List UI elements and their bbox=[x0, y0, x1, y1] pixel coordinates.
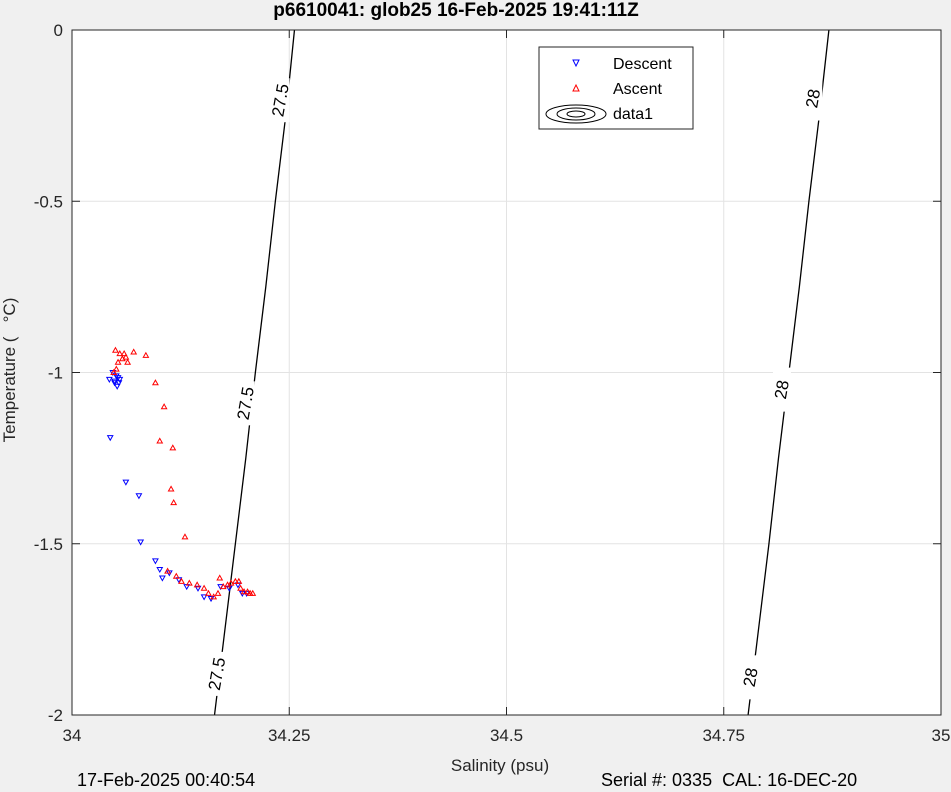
descent-point bbox=[111, 378, 119, 385]
ascent-point bbox=[204, 589, 212, 596]
ascent-point bbox=[181, 533, 189, 540]
legend-descent-label: Descent bbox=[613, 56, 672, 73]
ascent-point bbox=[193, 581, 201, 588]
descent-point bbox=[122, 479, 130, 486]
contour-label: 28 bbox=[802, 88, 824, 110]
contour-label: 28 bbox=[740, 666, 762, 688]
ascent-point bbox=[124, 358, 132, 365]
contour-label-bg bbox=[208, 651, 227, 696]
ascent-point bbox=[216, 574, 224, 581]
ascent-point bbox=[111, 346, 119, 353]
x-tick-label: 34 bbox=[63, 726, 82, 745]
ascent-point bbox=[114, 358, 122, 365]
contour-legend-icon bbox=[545, 104, 607, 124]
contour-label-bg bbox=[772, 367, 791, 412]
descent-point bbox=[151, 558, 159, 565]
y-tick-label: -1.5 bbox=[34, 535, 63, 554]
legend-data1-label: data1 bbox=[613, 106, 653, 123]
footer-timestamp: 17-Feb-2025 00:40:54 bbox=[77, 770, 256, 790]
y-axis-label: Temperature ( °C) bbox=[0, 298, 19, 443]
axis-ticks: 34 34.25 34.5 34.75 35 0 -0.5 -1 -1.5 -2 bbox=[34, 21, 951, 745]
descent-point bbox=[106, 435, 114, 442]
x-axis-label: Salinity (psu) bbox=[451, 756, 549, 775]
y-tick-label: -1 bbox=[48, 364, 63, 383]
descent-point bbox=[194, 585, 202, 592]
legend-ascent-label: Ascent bbox=[613, 81, 662, 98]
descent-point bbox=[111, 380, 119, 387]
ascent-point bbox=[156, 437, 164, 444]
ascent-point bbox=[116, 350, 124, 357]
ascent-point bbox=[227, 579, 235, 586]
ascent-point bbox=[169, 444, 177, 451]
grid bbox=[72, 30, 941, 715]
ascent-point bbox=[219, 582, 227, 590]
ascent-point bbox=[231, 577, 239, 584]
contour-label-bg bbox=[236, 381, 255, 426]
descent-point bbox=[200, 594, 208, 601]
ascent-point bbox=[240, 588, 248, 595]
ascent-legend-marker bbox=[572, 83, 580, 92]
x-tick-label: 34.75 bbox=[702, 726, 745, 745]
ascent-point bbox=[151, 379, 159, 386]
legend: Descent Ascent data1 bbox=[538, 46, 694, 130]
ascent-point bbox=[185, 579, 193, 586]
ascent-point bbox=[160, 403, 168, 410]
ascent-point bbox=[122, 353, 130, 360]
ascent-point bbox=[130, 348, 138, 355]
contour-label-bg bbox=[271, 78, 290, 123]
legend-box bbox=[538, 46, 694, 130]
contour-label: 28 bbox=[771, 379, 793, 401]
ascent-point bbox=[167, 485, 175, 492]
contour-label-bg bbox=[804, 76, 823, 121]
chart-title: p6610041: glob25 16-Feb-2025 19:41:11Z bbox=[273, 0, 639, 21]
descent-point bbox=[113, 383, 121, 390]
contour-label-bg bbox=[741, 655, 760, 700]
x-tick-label: 34.25 bbox=[268, 726, 311, 745]
ascent-point bbox=[142, 351, 150, 358]
ascent-point bbox=[235, 577, 243, 584]
ascent-point bbox=[170, 499, 178, 506]
contour-line bbox=[747, 29, 830, 716]
ascent-point bbox=[112, 365, 120, 372]
descent-legend-marker bbox=[572, 59, 580, 68]
ascent-point bbox=[210, 593, 218, 600]
descent-point bbox=[135, 493, 143, 500]
ascent-point bbox=[249, 589, 257, 596]
ascent-point bbox=[110, 368, 118, 375]
y-tick-label: -0.5 bbox=[34, 192, 63, 211]
ascent-point bbox=[214, 589, 222, 596]
x-tick-label: 35 bbox=[932, 726, 951, 745]
ascent-series bbox=[110, 346, 257, 600]
ascent-point bbox=[172, 572, 180, 579]
x-tick-label: 34.5 bbox=[490, 726, 523, 745]
ascent-point bbox=[237, 584, 245, 591]
y-tick-label: 0 bbox=[54, 21, 63, 40]
descent-point bbox=[158, 575, 166, 582]
ascent-point bbox=[164, 567, 172, 574]
contour-line bbox=[213, 29, 296, 716]
descent-point bbox=[114, 375, 122, 382]
ascent-point bbox=[120, 350, 128, 357]
ascent-point bbox=[200, 584, 208, 591]
descent-point bbox=[105, 376, 113, 383]
ascent-point bbox=[178, 577, 185, 584]
ascent-point bbox=[244, 588, 251, 595]
footer-serial-cal: Serial #: 0335 CAL: 16-DEC-20 bbox=[601, 770, 858, 790]
y-tick-label: -2 bbox=[48, 706, 63, 725]
descent-point bbox=[156, 566, 164, 574]
descent-point bbox=[137, 539, 145, 546]
